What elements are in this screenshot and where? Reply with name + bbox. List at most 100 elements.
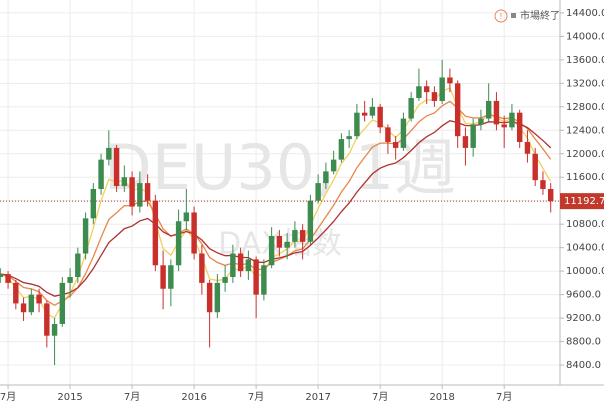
candle-body [485, 100, 492, 119]
candle-body [377, 106, 383, 128]
candle-body [330, 159, 337, 172]
candle-body [516, 112, 523, 143]
candle-body [90, 188, 97, 219]
x-tick-label: 2016 [181, 392, 206, 403]
candle-body [299, 230, 306, 242]
candle-body [59, 282, 66, 324]
candle-body [509, 112, 515, 128]
candle-body [168, 265, 174, 289]
candle-body [501, 124, 507, 128]
candle-body [292, 230, 298, 242]
candle-body [199, 253, 205, 283]
candle-body [67, 277, 73, 283]
candle-body [183, 212, 190, 222]
candle-body [431, 92, 438, 101]
candle-body [191, 212, 197, 254]
y-tick-label: 10800.0 [566, 219, 604, 230]
candle-body [98, 159, 104, 189]
candle-body [416, 86, 422, 99]
y-tick-label: 9200.0 [566, 313, 601, 324]
x-tick-label: 7月 [372, 391, 388, 403]
candle-body [369, 106, 376, 116]
candle-body [237, 253, 244, 272]
y-tick-label: 14400.0 [566, 8, 604, 19]
candle-body [214, 282, 221, 313]
y-tick-label: 8800.0 [566, 337, 601, 348]
candle-body [307, 200, 314, 242]
candle-body [75, 253, 81, 278]
y-tick-label: 10000.0 [566, 266, 604, 277]
candle-body [385, 127, 391, 143]
candle-body [439, 77, 445, 101]
candle-body [493, 100, 500, 125]
candle-body [408, 98, 414, 119]
y-tick-label: 8400.0 [566, 360, 601, 371]
y-tick-label: 13200.0 [566, 78, 604, 89]
candle-body [222, 277, 228, 283]
candle-body [323, 171, 329, 184]
candle-body [454, 83, 461, 137]
status-square [511, 13, 516, 18]
candle-body [245, 259, 252, 272]
candle-body [268, 235, 275, 266]
candle-body [82, 218, 89, 254]
last-price-label: 11192.7 [564, 196, 604, 207]
candle-body [423, 86, 430, 93]
candle-body [129, 177, 135, 207]
y-tick-label: 11600.0 [566, 172, 604, 183]
x-tick-label: 7月 [0, 391, 16, 403]
candle-body [346, 136, 352, 140]
candle-body [36, 294, 42, 304]
candle-body [0, 274, 4, 278]
y-tick-label: 9600.0 [566, 290, 601, 301]
x-tick-label: 2018 [429, 392, 454, 403]
market-status[interactable]: 市場終了 [520, 9, 560, 22]
y-tick-label: 12800.0 [566, 102, 604, 113]
candle-body [400, 118, 407, 148]
candle-body [106, 147, 112, 160]
candle-body [392, 142, 399, 148]
x-tick-label: 7月 [248, 391, 264, 403]
x-tick-label: 2015 [57, 392, 82, 403]
candle-body [361, 112, 368, 116]
candle-body [447, 77, 453, 84]
candle-body [532, 153, 538, 181]
candle-body [547, 188, 554, 202]
candle-body [13, 282, 19, 304]
candle-body [144, 183, 151, 201]
candle-body [462, 136, 469, 148]
y-tick-label: 10400.0 [566, 243, 604, 254]
status-icon [494, 9, 508, 23]
candle-body [284, 241, 290, 248]
candle-body [315, 183, 321, 201]
candle-body [121, 177, 128, 187]
candle-body [51, 323, 58, 336]
candle-body [113, 147, 120, 187]
candle-body [152, 200, 159, 266]
y-tick-label: 12000.0 [566, 149, 604, 160]
candle-body [261, 265, 267, 295]
y-tick-label: 13600.0 [566, 55, 604, 66]
candle-body [354, 112, 360, 137]
candle-body [20, 303, 27, 313]
candle-body [137, 183, 143, 207]
candle-body [338, 139, 345, 160]
candle-body [540, 180, 546, 189]
candle-body [478, 118, 484, 125]
candle-body [276, 235, 283, 248]
candle-body [160, 265, 166, 289]
y-tick-label: 12400.0 [566, 125, 604, 136]
candle-body [253, 259, 259, 295]
axis-layer: 8400.0 8800.0 9200.0 9600.0 10000.0 10400.0 10… [0, 8, 604, 403]
x-tick-label: 7月 [124, 391, 140, 403]
x-tick-label: 7月 [496, 391, 512, 403]
candle-body [230, 253, 236, 278]
status-icon-mark: ! [499, 12, 502, 21]
plot-layer [0, 59, 560, 366]
candle-body [175, 221, 182, 266]
candle-body [28, 294, 35, 313]
y-tick-label: 14000.0 [566, 31, 604, 42]
candle-body [206, 282, 213, 313]
x-tick-label: 2017 [305, 392, 330, 403]
